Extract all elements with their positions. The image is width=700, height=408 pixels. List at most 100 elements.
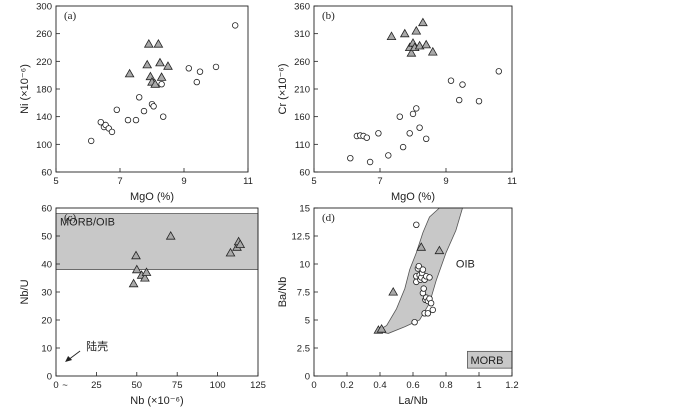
data-point-triangle <box>388 286 399 296</box>
y-tick-label: 20 <box>41 316 52 327</box>
data-point-circle <box>97 118 104 126</box>
x-tick-label: 9 <box>443 176 448 187</box>
y-tick-label: 10 <box>299 260 310 271</box>
data-point-circle <box>429 306 436 314</box>
y-tick-label: 10 <box>41 344 52 355</box>
data-point-circle <box>415 263 422 270</box>
x-tick-label: 0.4 <box>373 380 386 391</box>
y-tick-label: 60 <box>41 168 52 179</box>
region-label-morb-oib: MORB/OIB <box>60 217 115 229</box>
data-point-triangle <box>427 46 438 56</box>
data-point-circle <box>108 128 116 136</box>
data-point-triangle <box>434 245 445 255</box>
x-axis-label-d: La/Nb <box>398 395 427 407</box>
data-point-circle <box>475 97 483 105</box>
data-point-triangle <box>131 250 141 260</box>
x-tick-label: 1 <box>476 380 481 391</box>
x-tick-label: 0.6 <box>406 380 419 391</box>
y-tick-label: 260 <box>36 29 52 40</box>
panel-label-a: (a) <box>64 10 77 22</box>
data-point-triangle <box>421 39 432 49</box>
data-point-triangle <box>155 57 165 67</box>
x-axis-label-b: MgO (%) <box>391 191 435 203</box>
data-point-triangle <box>235 239 246 249</box>
x-tick-label: 0 <box>311 380 316 391</box>
data-point-circle <box>212 63 220 71</box>
chart-panel-b: 5 7 9 11 60 110 160 210 260 310 360 MgO (%) Cr (×10⁻… <box>277 2 517 204</box>
data-point-triangle <box>150 79 161 88</box>
plot-frame-b <box>313 5 513 173</box>
panel-label-b: (b) <box>322 10 335 22</box>
data-point-circle <box>456 96 463 104</box>
y-tick-label: 2.5 <box>297 344 310 355</box>
data-point-triangle <box>128 278 139 288</box>
data-point-circle <box>420 285 427 292</box>
data-point-triangle <box>124 68 135 78</box>
annotation-continental-crust: 陆壳 <box>86 339 108 353</box>
data-point-circle <box>87 137 95 145</box>
data-point-circle <box>124 116 132 124</box>
data-point-circle <box>495 68 502 75</box>
data-point-circle <box>366 158 374 166</box>
data-point-circle <box>140 107 148 115</box>
y-tick-label: 5 <box>305 316 310 327</box>
y-tick-label: 310 <box>294 29 310 40</box>
y-tick-label: 160 <box>294 112 310 123</box>
x-tick-label: 5 <box>311 176 316 187</box>
y-tick-label: 210 <box>294 85 310 96</box>
data-point-triangle <box>156 72 167 81</box>
y-tick-label: 110 <box>295 140 310 151</box>
y-axis-label-a: Ni (×10⁻⁶) <box>19 64 31 114</box>
data-point-circle <box>113 106 120 113</box>
x-tick-label: 1.2 <box>505 380 518 391</box>
data-point-triangle <box>376 323 387 333</box>
y-tick-label: 40 <box>41 260 52 271</box>
x-axis-label-c: Nb (×10⁻⁶) <box>130 395 183 407</box>
x-tick-label: 11 <box>507 176 517 187</box>
y-tick-label: 100 <box>36 140 52 151</box>
data-point-triangle <box>141 267 152 276</box>
x-tick-label: 11 <box>243 176 253 187</box>
data-point-circle <box>396 113 403 120</box>
data-point-circle <box>426 274 433 281</box>
y-axis-label-d: Ba/Nb <box>277 277 289 308</box>
data-point-circle <box>406 130 413 137</box>
data-point-triangle <box>165 230 176 240</box>
data-point-circle <box>347 154 354 162</box>
data-point-circle <box>411 319 418 326</box>
region-morb-oib-band <box>55 213 259 271</box>
data-point-triangle <box>411 25 422 35</box>
y-tick-label: 300 <box>36 2 52 13</box>
data-point-triangle <box>163 61 173 70</box>
data-point-circle <box>385 152 392 159</box>
y-axis-label-c: Nb/U <box>19 279 31 304</box>
panel-label-d: (d) <box>322 212 335 224</box>
data-point-triangle <box>414 40 425 50</box>
x-tick-label: 100 <box>210 380 226 391</box>
data-point-circle <box>427 300 435 307</box>
data-point-triangle <box>386 31 397 40</box>
x-tick-label: 9 <box>181 176 186 187</box>
data-point-circle <box>132 116 140 124</box>
y-tick-label: 50 <box>41 232 52 243</box>
x-tick-label: 5 <box>53 176 58 187</box>
y-tick-label: 220 <box>36 57 52 68</box>
data-point-circle <box>416 124 423 131</box>
data-point-triangle <box>140 272 150 282</box>
data-point-circle <box>419 266 427 273</box>
data-point-circle <box>159 113 167 120</box>
data-point-circle <box>399 143 407 151</box>
data-point-circle <box>193 78 200 86</box>
data-point-triangle <box>418 17 428 27</box>
plot-frame-a <box>55 5 249 173</box>
x-tick-label: 7 <box>117 176 122 187</box>
y-tick-label: 260 <box>294 57 310 68</box>
chart-panel-a: 5 7 9 11 60 100 140 180 220 260 300 MgO (%) Ni (×10⁻… <box>19 2 253 204</box>
data-point-circle <box>447 77 455 84</box>
data-point-circle <box>196 68 204 75</box>
y-tick-label: 140 <box>36 112 52 123</box>
y-tick-label: 180 <box>36 85 52 96</box>
annotation-arrow-head <box>65 356 73 362</box>
x-tick-label: 7 <box>377 176 382 187</box>
